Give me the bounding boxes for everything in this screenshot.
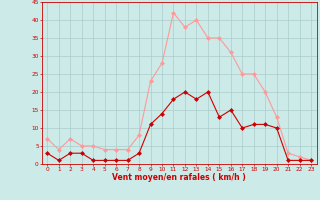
X-axis label: Vent moyen/en rafales ( km/h ): Vent moyen/en rafales ( km/h ) <box>112 173 246 182</box>
